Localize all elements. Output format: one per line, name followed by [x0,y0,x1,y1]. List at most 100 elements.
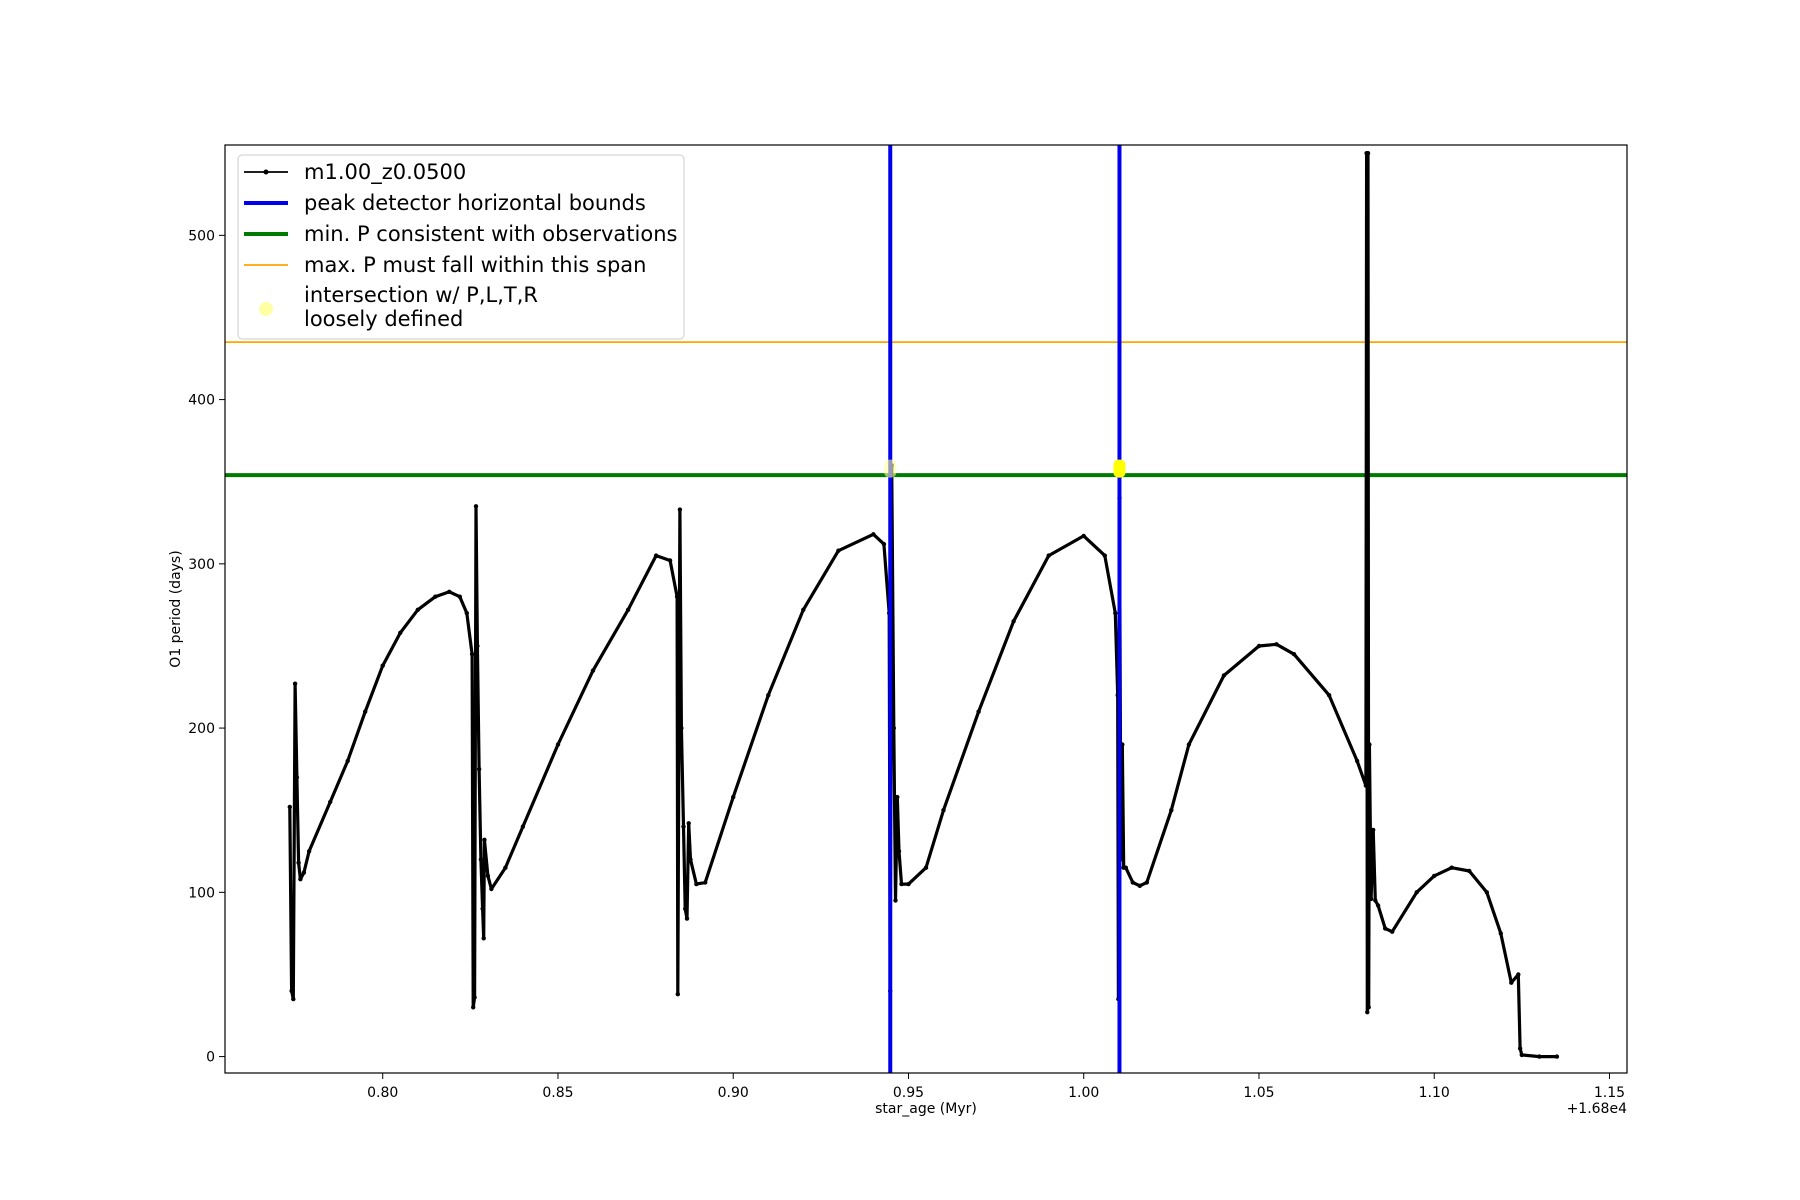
x-tick-label: 1.05 [1243,1085,1274,1101]
data-point [1130,880,1136,885]
data-point [694,881,699,887]
data-point [1291,652,1297,657]
data-point [1366,1005,1371,1010]
data-point [433,594,438,599]
data-point [1144,880,1150,885]
data-point [306,849,312,854]
data-point [287,804,292,810]
data-point [520,824,526,829]
data-point [1383,926,1388,931]
y-tick-label: 400 [188,393,215,409]
data-point [1221,673,1227,678]
data-point [1373,898,1378,903]
data-point [294,775,300,780]
data-point [893,898,898,903]
data-point [1498,931,1504,936]
data-point [1517,1046,1523,1051]
data-point [1113,610,1118,616]
data-point [679,725,684,731]
legend-label: intersection w/ P,L,T,R [304,283,538,307]
data-point [489,886,494,892]
data-point [555,742,561,747]
y-tick-label: 500 [188,228,215,244]
data-point [464,610,469,616]
data-point [1516,972,1521,977]
y-tick-label: 200 [188,721,215,737]
y-axis-label: O1 period (days) [168,550,184,667]
data-point [1102,553,1108,558]
data-point [896,849,902,854]
data-point [881,541,887,547]
data-point [891,725,896,731]
data-point [398,630,403,635]
y-tick-label: 300 [188,557,215,573]
data-point [1371,827,1376,833]
data-point [1365,151,1371,156]
y-tick-label: 100 [188,885,215,901]
data-point [1256,643,1262,649]
plot-area [225,145,1627,1073]
data-point [836,548,841,553]
x-tick-label: 1.00 [1068,1085,1099,1101]
data-point [1467,868,1472,874]
x-tick-label: 0.90 [718,1085,749,1101]
data-point [457,594,462,599]
data-point [1274,642,1279,647]
data-point [1365,1010,1370,1015]
data-point [292,681,298,686]
data-point [469,652,475,657]
data-point [1367,742,1372,747]
data-point [976,709,981,714]
data-point [345,758,350,764]
x-tick-label: 0.80 [367,1085,398,1101]
data-point [923,865,929,870]
data-point [653,553,659,558]
data-point [1123,865,1129,870]
data-point [480,906,485,911]
data-point [895,794,900,800]
legend-swatch-intersection [259,302,273,316]
legend-label: max. P must fall within this span [304,253,646,277]
data-point [941,808,946,813]
data-point [667,558,673,563]
legend-label-line2: loosely defined [304,307,463,331]
data-point [296,860,301,865]
legend-label: peak detector horizontal bounds [304,191,646,215]
data-point [684,916,690,921]
x-axis-offset: +1.68e4 [1567,1101,1628,1117]
intersection-marker [884,459,897,478]
data-point [328,799,333,805]
data-point [677,507,683,512]
data-point [1509,980,1514,985]
data-point [1081,533,1086,539]
data-point [801,607,806,612]
legend-swatch-marker [263,169,269,175]
data-point [681,824,686,829]
data-point [688,857,693,862]
data-point [298,877,303,882]
data-point [289,988,294,994]
data-point [482,837,487,842]
data-point [674,594,680,599]
x-tick-label: 1.10 [1419,1085,1450,1101]
data-point [1537,1054,1542,1059]
data-point [472,995,477,1000]
data-point [1554,1054,1560,1059]
data-point [1326,693,1332,698]
data-point [625,607,631,612]
data-point [301,870,307,875]
data-point [473,504,479,509]
data-point [1519,1052,1525,1058]
legend-label: m1.00_z0.0500 [304,160,466,185]
x-tick-label: 1.15 [1594,1085,1625,1101]
data-point [363,709,368,714]
legend-box [237,154,685,340]
data-point [380,663,385,668]
data-point [1046,553,1051,558]
data-point [766,693,771,698]
data-point [471,1005,476,1010]
data-point [478,857,484,862]
data-point [503,865,508,870]
